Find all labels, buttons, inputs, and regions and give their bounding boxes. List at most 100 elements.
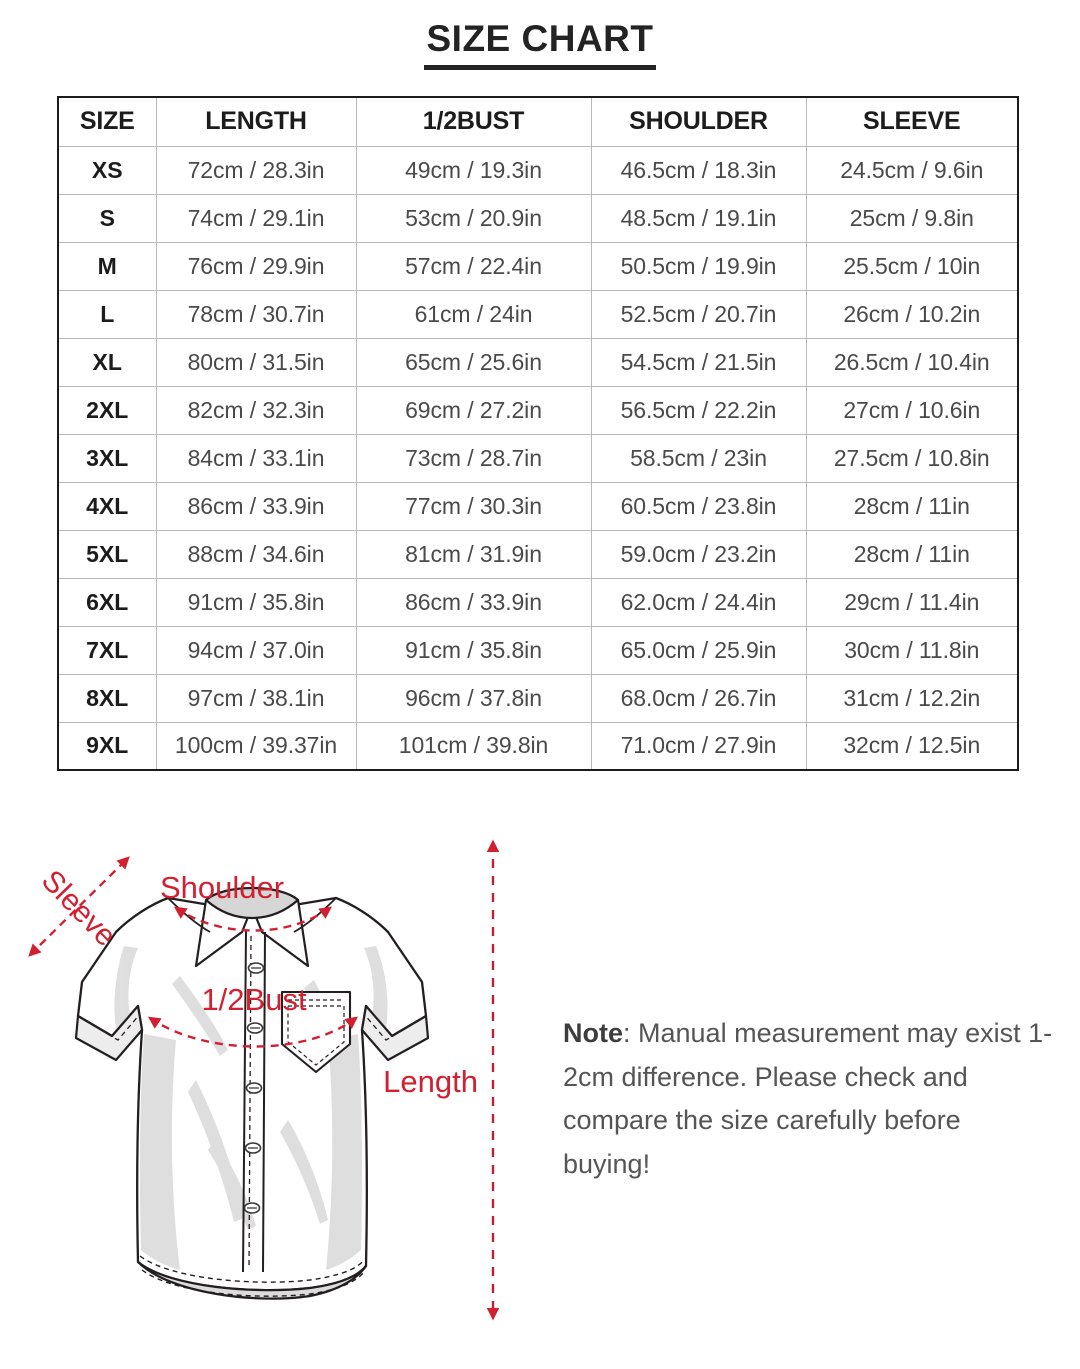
note-label: Note: [563, 1018, 623, 1048]
cell-length: 74cm / 29.1in: [155, 193, 357, 243]
cell-bust: 81cm / 31.9in: [355, 529, 592, 579]
cell-size: 7XL: [57, 625, 157, 675]
note-separator: :: [623, 1018, 639, 1048]
cell-shoulder: 50.5cm / 19.9in: [590, 241, 807, 291]
cell-size: 3XL: [57, 433, 157, 483]
sleeve-measure-arrow: [28, 856, 130, 957]
cell-sleeve: 26cm / 10.2in: [805, 289, 1019, 339]
cell-length: 78cm / 30.7in: [155, 289, 357, 339]
cell-bust: 91cm / 35.8in: [355, 625, 592, 675]
cell-length: 80cm / 31.5in: [155, 337, 357, 387]
cell-bust: 73cm / 28.7in: [355, 433, 592, 483]
table-header: SIZE LENGTH 1/2BUST SHOULDER SLEEVE: [57, 96, 1019, 147]
cell-bust: 61cm / 24in: [355, 289, 592, 339]
cell-sleeve: 29cm / 11.4in: [805, 577, 1019, 627]
cell-shoulder: 60.5cm / 23.8in: [590, 481, 807, 531]
button-placket: [242, 929, 247, 1273]
size-chart-table-container: SIZE LENGTH 1/2BUST SHOULDER SLEEVE XS 7…: [57, 96, 1019, 771]
table-row: 2XL 82cm / 32.3in 69cm / 27.2in 56.5cm /…: [57, 385, 1019, 435]
table-row: S 74cm / 29.1in 53cm / 20.9in 48.5cm / 1…: [57, 193, 1019, 243]
sleeve-cuff-right-stitch: [363, 1013, 421, 1041]
shoulder-label: Shoulder: [160, 870, 284, 905]
table-row: 8XL 97cm / 38.1in 96cm / 37.8in 68.0cm /…: [57, 673, 1019, 723]
cell-shoulder: 52.5cm / 20.7in: [590, 289, 807, 339]
table-row: XS 72cm / 28.3in 49cm / 19.3in 46.5cm / …: [57, 145, 1019, 195]
cell-sleeve: 32cm / 12.5in: [805, 721, 1019, 771]
cell-size: 9XL: [57, 721, 157, 771]
table-row: 4XL 86cm / 33.9in 77cm / 30.3in 60.5cm /…: [57, 481, 1019, 531]
sleeve-label: Sleeve: [35, 864, 122, 953]
chest-pocket: [280, 990, 352, 1074]
sleeve-cuff-left: [74, 1004, 144, 1062]
cell-sleeve: 27cm / 10.6in: [805, 385, 1019, 435]
cell-length: 88cm / 34.6in: [155, 529, 357, 579]
table-body: XS 72cm / 28.3in 49cm / 19.3in 46.5cm / …: [57, 145, 1019, 771]
table-row: XL 80cm / 31.5in 65cm / 25.6in 54.5cm / …: [57, 337, 1019, 387]
cell-sleeve: 26.5cm / 10.4in: [805, 337, 1019, 387]
placket-stitch: [248, 935, 252, 1269]
cell-bust: 77cm / 30.3in: [355, 481, 592, 531]
title-block: SIZE CHART: [0, 20, 1080, 70]
cell-size: 5XL: [57, 529, 157, 579]
sleeve-cuff-left-stitch: [83, 1013, 141, 1041]
cell-length: 100cm / 39.37in: [155, 721, 357, 771]
cell-shoulder: 62.0cm / 24.4in: [590, 577, 807, 627]
sleeve-cuff-right: [360, 1004, 430, 1062]
shirt-diagram-svg: Sleeve Shoulder 1/2Bust Length: [28, 839, 500, 1321]
length-label: Length: [383, 1064, 478, 1099]
table-row: 5XL 88cm / 34.6in 81cm / 31.9in 59.0cm /…: [57, 529, 1019, 579]
cell-size: 6XL: [57, 577, 157, 627]
cell-size: M: [57, 241, 157, 291]
cell-length: 94cm / 37.0in: [155, 625, 357, 675]
title-underline: [424, 65, 656, 70]
cell-length: 97cm / 38.1in: [155, 673, 357, 723]
pocket-outline-stitch: [287, 1005, 345, 1066]
cell-sleeve: 28cm / 11in: [805, 481, 1019, 531]
button-placket-edge: [262, 931, 266, 1273]
cell-shoulder: 48.5cm / 19.1in: [590, 193, 807, 243]
hem-stitch-lower: [141, 1269, 365, 1297]
cell-length: 72cm / 28.3in: [155, 145, 357, 195]
bust-label: 1/2Bust: [201, 982, 307, 1017]
cell-bust: 101cm / 39.8in: [355, 721, 592, 771]
cell-sleeve: 31cm / 12.2in: [805, 673, 1019, 723]
cell-shoulder: 46.5cm / 18.3in: [590, 145, 807, 195]
table-row: 7XL 94cm / 37.0in 91cm / 35.8in 65.0cm /…: [57, 625, 1019, 675]
cell-sleeve: 25cm / 9.8in: [805, 193, 1019, 243]
table-row: M 76cm / 29.9in 57cm / 22.4in 50.5cm / 1…: [57, 241, 1019, 291]
measurement-diagram-area: Sleeve Shoulder 1/2Bust Length Note: Man…: [0, 820, 1080, 1369]
table-header-row: SIZE LENGTH 1/2BUST SHOULDER SLEEVE: [57, 96, 1019, 147]
cell-bust: 57cm / 22.4in: [355, 241, 592, 291]
cell-shoulder: 71.0cm / 27.9in: [590, 721, 807, 771]
column-header-shoulder: SHOULDER: [590, 96, 807, 147]
cell-size: XS: [57, 145, 157, 195]
column-header-size: SIZE: [57, 96, 157, 147]
column-header-length: LENGTH: [155, 96, 357, 147]
cell-size: XL: [57, 337, 157, 387]
note-body: Manual measurement may exist 1-2cm diffe…: [563, 1018, 1053, 1180]
cell-sleeve: 30cm / 11.8in: [805, 625, 1019, 675]
cell-shoulder: 58.5cm / 23in: [590, 433, 807, 483]
shirt-body-group: [74, 886, 430, 1300]
cell-bust: 65cm / 25.6in: [355, 337, 592, 387]
cell-length: 82cm / 32.3in: [155, 385, 357, 435]
cell-bust: 69cm / 27.2in: [355, 385, 592, 435]
cell-sleeve: 24.5cm / 9.6in: [805, 145, 1019, 195]
note-block: Note: Manual measurement may exist 1-2cm…: [563, 985, 1053, 1214]
cell-size: L: [57, 289, 157, 339]
page-title: SIZE CHART: [426, 18, 654, 59]
cell-length: 91cm / 35.8in: [155, 577, 357, 627]
cell-bust: 86cm / 33.9in: [355, 577, 592, 627]
cell-length: 84cm / 33.1in: [155, 433, 357, 483]
cell-size: 4XL: [57, 481, 157, 531]
column-header-sleeve: SLEEVE: [805, 96, 1019, 147]
shoulder-measure-arrow: [173, 906, 333, 932]
cell-bust: 96cm / 37.8in: [355, 673, 592, 723]
cell-size: 8XL: [57, 673, 157, 723]
cell-length: 86cm / 33.9in: [155, 481, 357, 531]
cell-sleeve: 27.5cm / 10.8in: [805, 433, 1019, 483]
cell-sleeve: 28cm / 11in: [805, 529, 1019, 579]
cell-size: 2XL: [57, 385, 157, 435]
cell-bust: 49cm / 19.3in: [355, 145, 592, 195]
cell-bust: 53cm / 20.9in: [355, 193, 592, 243]
